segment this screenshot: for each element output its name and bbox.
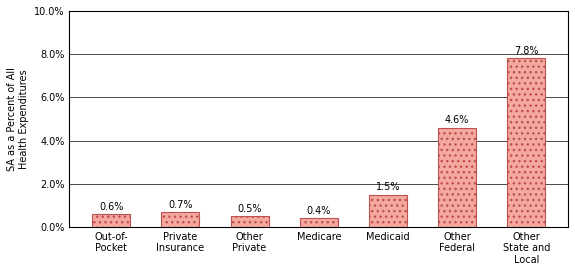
Bar bbox=[231, 216, 269, 227]
Text: 0.7%: 0.7% bbox=[168, 200, 193, 210]
Y-axis label: SA as a Percent of All
Health Expenditures: SA as a Percent of All Health Expenditur… bbox=[7, 67, 29, 171]
Bar bbox=[369, 194, 407, 227]
Bar bbox=[438, 128, 476, 227]
Text: 1.5%: 1.5% bbox=[375, 183, 400, 192]
Text: 0.6%: 0.6% bbox=[99, 202, 124, 212]
Text: 0.4%: 0.4% bbox=[306, 206, 331, 216]
Text: 7.8%: 7.8% bbox=[514, 46, 539, 56]
Bar bbox=[92, 214, 130, 227]
Bar bbox=[300, 218, 338, 227]
Bar bbox=[162, 212, 200, 227]
Text: 4.6%: 4.6% bbox=[445, 115, 469, 125]
Text: 0.5%: 0.5% bbox=[237, 204, 262, 214]
Bar bbox=[507, 58, 546, 227]
